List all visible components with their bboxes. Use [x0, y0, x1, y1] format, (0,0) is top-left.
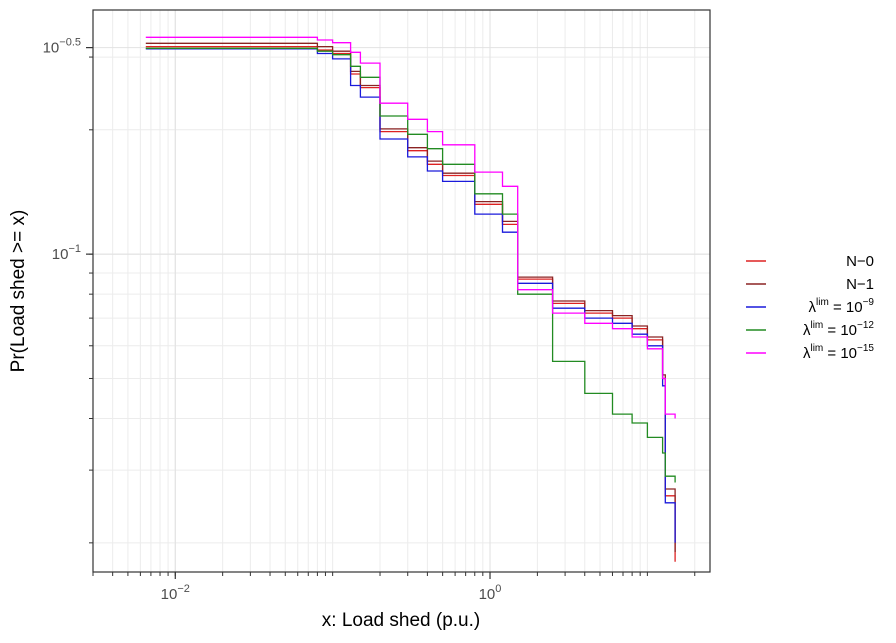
legend: N−0 N−1 λlim = 10−9 λlim = 10−12 λlim = 10−1… — [746, 253, 874, 362]
axis-ticks — [86, 47, 696, 579]
series-line-3 — [145, 47, 676, 483]
x-axis-title: x: Load shed (p.u.) — [322, 610, 480, 631]
major-gridlines — [93, 10, 710, 572]
x-tick-label: 100 — [479, 583, 502, 603]
series-layer — [145, 36, 676, 562]
tick-labels: 10−2 100 10−1 10−0.5 — [43, 37, 502, 603]
y-tick-label: 10−0.5 — [43, 37, 81, 57]
plot-panel-border — [92, 9, 711, 573]
legend-label-4: λlim = 10−15 — [803, 343, 874, 362]
legend-label-2: λlim = 10−9 — [809, 297, 875, 316]
legend-label-1: N−1 — [846, 276, 874, 293]
y-tick-label: 10−1 — [52, 243, 81, 263]
legend-label-3: λlim = 10−12 — [803, 320, 874, 339]
y-axis-title: Pr(Load shed >= x) — [8, 210, 29, 373]
x-tick-label: 10−2 — [161, 583, 190, 603]
minor-gridlines — [92, 10, 710, 572]
legend-label-0: N−0 — [846, 253, 874, 270]
series-line-4 — [145, 36, 676, 419]
